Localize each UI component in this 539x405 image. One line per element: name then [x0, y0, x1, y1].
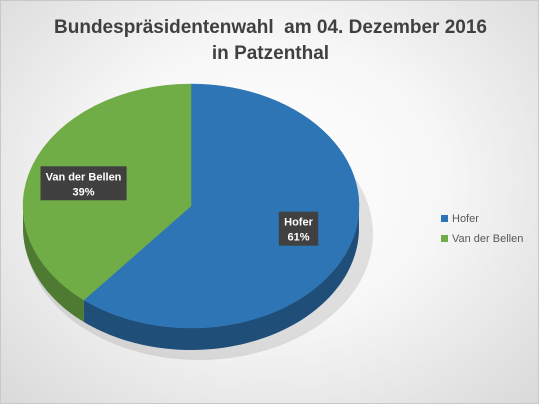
data-label-name-van-der-bellen: Van der Bellen [46, 171, 122, 183]
data-label-hofer: Hofer 61% [278, 211, 319, 246]
data-label-value-van-der-bellen: 39% [72, 186, 94, 198]
data-label-value-hofer: 61% [287, 232, 309, 244]
legend-label-hofer: Hofer [452, 212, 479, 225]
data-label-box-hofer [278, 211, 319, 246]
pie-slice-hofer [83, 83, 360, 329]
chart-title-line2: in Patzenthal [211, 43, 330, 64]
pie-side-hofer-0 [83, 209, 359, 350]
legend-swatch-van-der-bellen [441, 235, 448, 242]
data-label-name-hofer: Hofer [284, 217, 313, 229]
legend-item-van-der-bellen: Van der Bellen [441, 232, 523, 245]
legend-item-hofer: Hofer [441, 212, 523, 225]
legend: Hofer Van der Bellen [441, 212, 523, 252]
legend-label-van-der-bellen: Van der Bellen [452, 232, 524, 245]
data-label-van-der-bellen: Van der Bellen 39% [40, 166, 127, 201]
legend-swatch-hofer [441, 215, 448, 222]
chart-title-line1: Bundespräsidentenwahl am 04. Dezember 20… [54, 17, 487, 38]
pie-side-van-der-bellen-0 [23, 206, 84, 322]
data-label-box-van-der-bellen [40, 166, 127, 201]
